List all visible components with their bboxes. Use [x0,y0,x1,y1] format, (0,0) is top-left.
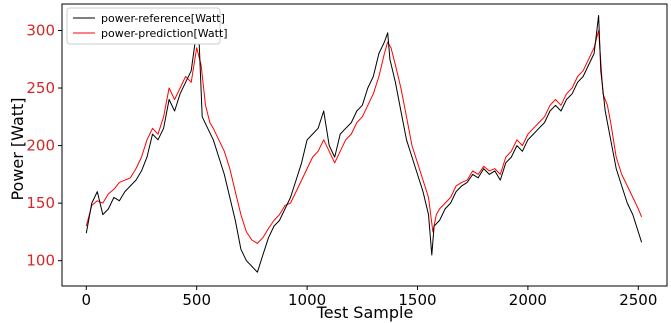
y-tick-label: 150 [26,194,55,212]
x-tick-label: 1000 [288,291,326,309]
x-tick-label: 2000 [509,291,547,309]
y-tick-label: 250 [26,79,55,97]
x-tick-label: 2500 [619,291,657,309]
x-tick-label: 500 [182,291,211,309]
y-axis-title: Power [Watt] [8,97,27,200]
legend-box [66,7,221,45]
series-prediction-line [85,30,643,244]
series-layer [85,15,643,273]
y-tick-label: 100 [26,252,55,270]
legend: power-reference[Watt] power-prediction[W… [66,7,228,45]
x-tick-label: 0 [82,291,92,309]
legend-label-prediction: power-prediction[Watt] [101,27,228,40]
plot-area [61,3,668,287]
series-reference-line [85,15,643,273]
legend-label-reference: power-reference[Watt] [101,12,225,25]
x-tick-label: 1500 [398,291,436,309]
x-ticks: 0 500 1000 1500 2000 2500 [82,286,657,309]
y-tick-label: 200 [26,137,55,155]
y-ticks: 100 150 200 250 300 [26,21,62,270]
y-tick-label: 300 [26,21,55,39]
x-axis-title: Test Sample [316,303,414,322]
